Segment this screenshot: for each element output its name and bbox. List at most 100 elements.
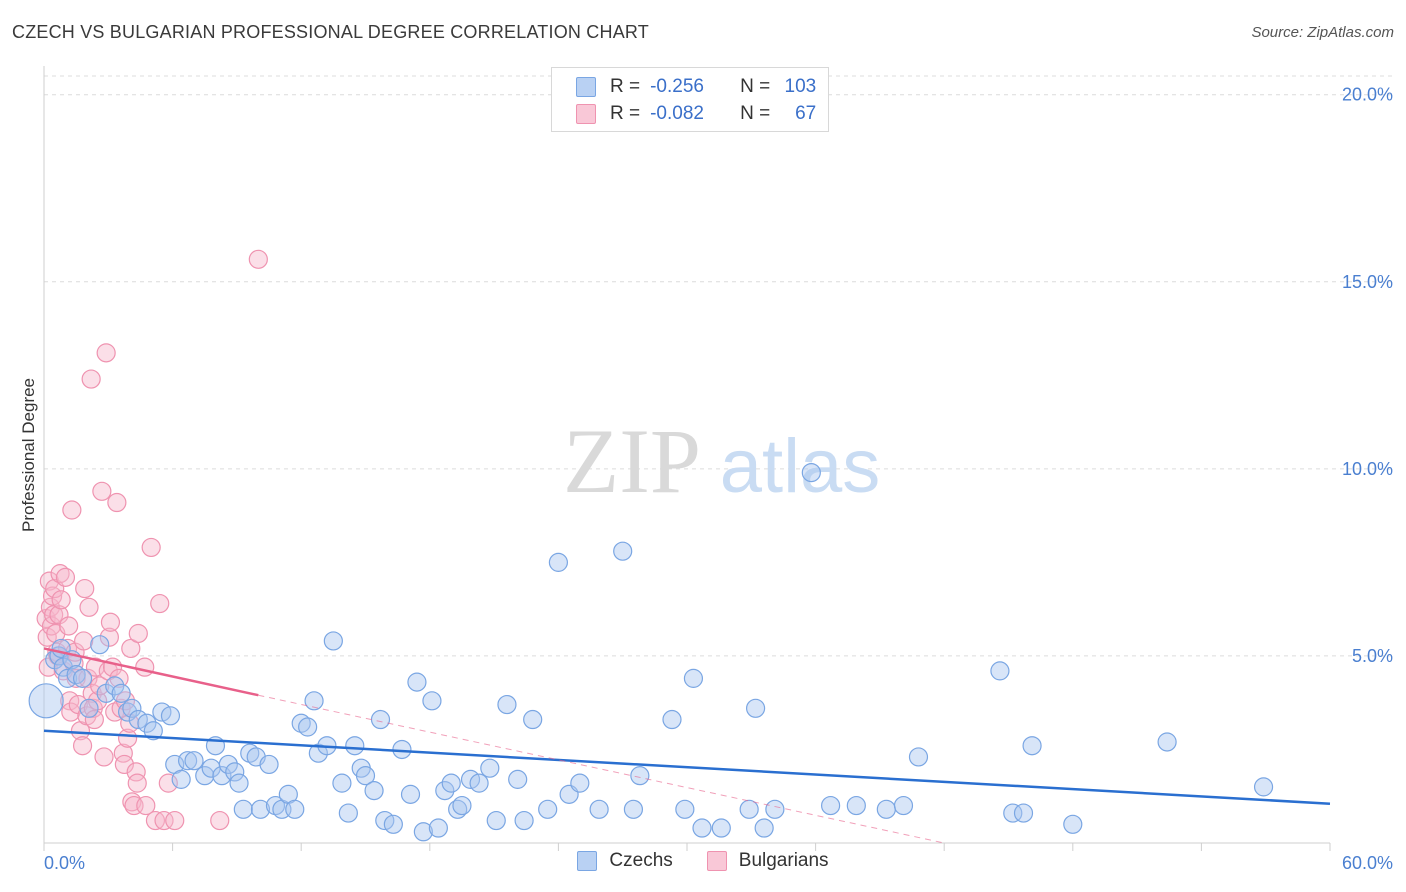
bulgarians-point[interactable] xyxy=(154,810,174,831)
czechs-point[interactable] xyxy=(662,709,682,730)
legend-item-czechs[interactable]: Czechs xyxy=(577,850,673,872)
bulgarians-point[interactable] xyxy=(248,249,268,269)
czechs-point[interactable] xyxy=(908,747,929,767)
czechs-point[interactable] xyxy=(801,462,821,483)
czechs-point[interactable] xyxy=(338,803,358,823)
czechs-point[interactable] xyxy=(821,795,841,816)
bulgarians-point[interactable] xyxy=(72,736,93,756)
bulgarians-point[interactable] xyxy=(59,616,79,636)
czechs-point[interactable] xyxy=(754,818,774,838)
czechs-point[interactable] xyxy=(497,694,517,715)
bulgarians-point[interactable] xyxy=(141,537,161,558)
bulgarians-point[interactable] xyxy=(81,369,101,389)
czechs-point[interactable] xyxy=(178,751,198,771)
bulgarians-point[interactable] xyxy=(55,567,76,587)
legend-item-bulgarians[interactable]: Bulgarians xyxy=(706,850,829,872)
czechs-point[interactable] xyxy=(160,706,181,726)
czechs-point[interactable] xyxy=(400,784,421,804)
czechs-point[interactable] xyxy=(570,773,590,793)
czechs-point[interactable] xyxy=(876,799,896,819)
czechs-point[interactable] xyxy=(171,769,191,789)
czechs-point[interactable] xyxy=(893,795,914,816)
bulgarians-point[interactable] xyxy=(117,728,138,748)
czechs-point[interactable] xyxy=(452,795,472,816)
bulgarians-point[interactable] xyxy=(128,623,148,644)
bulgarians-point[interactable] xyxy=(74,631,94,651)
bulgarians-point[interactable] xyxy=(114,754,134,775)
czechs-point[interactable] xyxy=(345,736,365,756)
czechs-point[interactable] xyxy=(745,698,766,718)
czechs-point[interactable] xyxy=(413,822,433,842)
czechs-point[interactable] xyxy=(285,799,305,819)
czechs-point[interactable] xyxy=(250,799,271,819)
czechs-point[interactable] xyxy=(298,717,318,737)
bulgarians-point[interactable] xyxy=(99,627,119,647)
czechs-point[interactable] xyxy=(90,635,110,655)
czechs-point[interactable] xyxy=(407,672,427,692)
bulgarians-point[interactable] xyxy=(90,676,110,696)
czechs-point[interactable] xyxy=(1003,803,1023,823)
czechs-point[interactable] xyxy=(486,810,506,831)
czechs-point[interactable] xyxy=(122,698,142,718)
czechs-point[interactable] xyxy=(589,799,609,819)
czechs-point[interactable] xyxy=(218,754,238,775)
czechs-point[interactable] xyxy=(332,773,352,793)
czechs-point[interactable] xyxy=(613,541,633,561)
czechs-point[interactable] xyxy=(79,698,99,718)
bulgarians-point[interactable] xyxy=(158,773,178,793)
czechs-point[interactable] xyxy=(28,683,64,719)
czechs-point[interactable] xyxy=(514,810,534,831)
czechs-point[interactable] xyxy=(364,781,384,801)
czechs-point[interactable] xyxy=(692,818,712,838)
czechs-point[interactable] xyxy=(441,773,461,793)
czechs-point[interactable] xyxy=(480,758,500,778)
bulgarians-point[interactable] xyxy=(50,564,70,584)
czechs-point[interactable] xyxy=(623,799,644,819)
czechs-point[interactable] xyxy=(435,781,455,801)
czechs-point[interactable] xyxy=(846,795,866,816)
czechs-point[interactable] xyxy=(990,661,1010,681)
bulgarians-point[interactable] xyxy=(96,343,116,363)
czechs-point[interactable] xyxy=(1253,777,1274,797)
bulgarians-point[interactable] xyxy=(92,481,112,501)
czechs-point[interactable] xyxy=(1157,732,1177,752)
czechs-point[interactable] xyxy=(137,713,157,733)
czechs-point[interactable] xyxy=(383,814,403,834)
czechs-point[interactable] xyxy=(355,766,376,786)
czechs-point[interactable] xyxy=(233,799,253,819)
czechs-point[interactable] xyxy=(184,751,204,771)
czechs-point[interactable] xyxy=(675,799,695,819)
bulgarians-point[interactable] xyxy=(62,500,82,520)
czechs-point[interactable] xyxy=(548,552,569,572)
bulgarians-point[interactable] xyxy=(51,590,71,610)
czechs-point[interactable] xyxy=(229,773,249,793)
czechs-point[interactable] xyxy=(259,754,279,775)
bulgarians-point[interactable] xyxy=(79,597,99,617)
bulgarians-point[interactable] xyxy=(165,810,185,831)
czechs-point[interactable] xyxy=(195,766,215,786)
czechs-point[interactable] xyxy=(225,762,245,782)
bulgarians-point[interactable] xyxy=(107,492,127,513)
czechs-point[interactable] xyxy=(143,721,163,741)
czechs-point[interactable] xyxy=(765,799,785,819)
czechs-point[interactable] xyxy=(469,773,489,793)
czechs-point[interactable] xyxy=(523,709,543,730)
bulgarians-point[interactable] xyxy=(135,657,155,677)
bulgarians-point[interactable] xyxy=(127,773,147,793)
czechs-point[interactable] xyxy=(683,668,704,688)
bulgarians-point[interactable] xyxy=(210,810,230,831)
bulgarians-point[interactable] xyxy=(84,709,104,730)
czechs-point[interactable] xyxy=(72,668,93,688)
bulgarians-point[interactable] xyxy=(61,702,81,722)
bulgarians-point[interactable] xyxy=(75,578,95,599)
czechs-point[interactable] xyxy=(508,769,528,789)
czechs-point[interactable] xyxy=(111,683,131,703)
bulgarians-point[interactable] xyxy=(100,612,121,632)
bulgarians-point[interactable] xyxy=(150,593,170,614)
czechs-point[interactable] xyxy=(739,799,759,819)
bulgarians-point[interactable] xyxy=(78,668,98,688)
czechs-point[interactable] xyxy=(630,766,650,786)
czechs-point[interactable] xyxy=(711,818,731,838)
czechs-point[interactable] xyxy=(1013,803,1034,823)
czechs-point[interactable] xyxy=(105,676,125,696)
